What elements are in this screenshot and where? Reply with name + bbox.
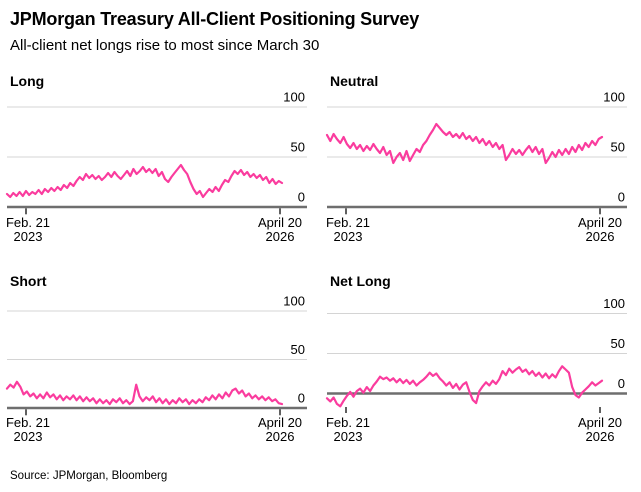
panel-long: Long 100 50 0 Feb. 21 2023 April 20 2026: [5, 73, 307, 268]
panel-short: Short 100 50 0 Feb. 21 2023 April 20 2026: [5, 273, 307, 468]
x-start-date: Feb. 21: [5, 415, 51, 430]
y-tick-label: 100: [603, 90, 625, 105]
y-tick-label: 0: [618, 376, 625, 391]
line-chart-svg: 100 50 0: [5, 294, 307, 416]
series-line: [325, 122, 604, 165]
x-axis-label-end: April 20 2026: [248, 416, 312, 444]
y-tick-label: 0: [618, 190, 625, 205]
x-end-year: 2026: [585, 229, 615, 244]
x-start-year: 2023: [333, 229, 363, 244]
x-start-date: Feb. 21: [5, 215, 51, 230]
line-chart-svg: 100 50 0: [5, 90, 307, 215]
y-tick-label: 50: [291, 140, 305, 155]
series-line: [5, 380, 284, 406]
x-end-date: April 20: [257, 215, 303, 230]
y-tick-label: 100: [283, 294, 305, 309]
x-end-year: 2026: [265, 229, 295, 244]
x-axis-label-start: Feb. 21 2023: [0, 416, 60, 444]
y-tick-label: 0: [298, 190, 305, 205]
line-chart-svg: 100 50 0: [325, 296, 627, 413]
x-axis-label-end: April 20 2026: [568, 416, 632, 444]
x-start-date: Feb. 21: [325, 215, 371, 230]
y-tick-label: 50: [611, 336, 625, 351]
x-start-year: 2023: [13, 429, 43, 444]
chart-subtitle: All-client net longs rise to most since …: [10, 37, 320, 54]
panel-title: Neutral: [330, 73, 379, 89]
y-tick-label: 0: [298, 391, 305, 406]
x-axis-label-end: April 20 2026: [248, 216, 312, 244]
x-axis-label-start: Feb. 21 2023: [0, 216, 60, 244]
source-note: Source: JPMorgan, Bloomberg: [10, 470, 168, 482]
y-tick-label: 100: [283, 90, 305, 105]
x-end-date: April 20: [577, 415, 623, 430]
x-start-year: 2023: [13, 229, 43, 244]
panel-neutral: Neutral 100 50 0 Feb. 21 2023 April 20 202…: [325, 73, 627, 268]
panel-title: Net Long: [330, 273, 391, 289]
x-end-year: 2026: [585, 429, 615, 444]
x-axis-label-start: Feb. 21 2023: [316, 416, 380, 444]
y-tick-label: 50: [611, 140, 625, 155]
panel-net-long: Net Long 100 50 0 Feb. 21 2023 April 20 20…: [325, 273, 627, 468]
x-start-year: 2023: [333, 429, 363, 444]
x-end-date: April 20: [257, 415, 303, 430]
x-axis-label-end: April 20 2026: [568, 216, 632, 244]
panel-title: Long: [10, 73, 45, 89]
y-tick-label: 100: [603, 296, 625, 311]
y-tick-label: 50: [291, 342, 305, 357]
x-axis-label-start: Feb. 21 2023: [316, 216, 380, 244]
line-chart-svg: 100 50 0: [325, 90, 627, 215]
x-end-date: April 20: [577, 215, 623, 230]
x-end-year: 2026: [265, 429, 295, 444]
series-line: [5, 163, 284, 199]
panel-title: Short: [10, 273, 47, 289]
x-start-date: Feb. 21: [325, 415, 371, 430]
series-line: [325, 365, 604, 408]
chart-title: JPMorgan Treasury All-Client Positioning…: [10, 9, 420, 29]
